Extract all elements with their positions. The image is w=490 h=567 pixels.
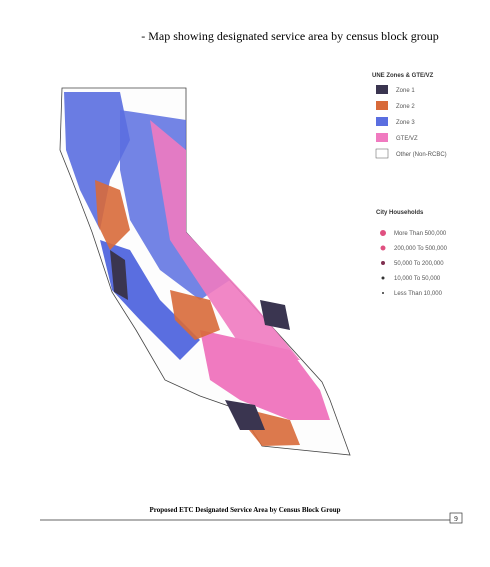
legend-swatch xyxy=(375,148,389,159)
zone1-area xyxy=(260,300,290,330)
legend-item: Other (Non-RCBC) xyxy=(396,152,447,158)
legend-item: 10,000 To 50,000 xyxy=(394,276,441,282)
zone3-area xyxy=(64,92,130,230)
gte-area xyxy=(150,120,300,360)
zone-legend: UNE Zones & GTE/VZ Zone 1 Zone 2 Zone 3 … xyxy=(372,73,447,159)
zone2-area xyxy=(95,180,130,250)
legend-item: GTE/VZ xyxy=(396,136,418,142)
zone2-area xyxy=(170,290,220,340)
gte-area xyxy=(200,330,330,420)
legend-item: Zone 1 xyxy=(396,88,415,94)
legend-item: Less Than 10,000 xyxy=(394,291,443,297)
legend-title: City Households xyxy=(376,210,424,216)
legend-symbol xyxy=(381,261,385,265)
legend-swatch xyxy=(376,133,388,142)
legend-symbol xyxy=(381,276,385,280)
legend-item: More Than 500,000 xyxy=(394,231,447,237)
legend-swatch xyxy=(376,101,388,110)
page-number: 9 xyxy=(454,515,458,523)
legend-symbol xyxy=(380,245,386,251)
page-box xyxy=(449,512,463,524)
legend-swatch xyxy=(376,117,388,126)
legend-item: 200,000 To 500,000 xyxy=(394,246,448,252)
legend-swatch xyxy=(376,85,388,94)
city-legend: City Households More Than 500,000 200,00… xyxy=(376,210,448,297)
legend-item: Zone 3 xyxy=(396,120,415,126)
title: - Map showing designated service area by… xyxy=(141,29,439,43)
legend-symbol xyxy=(382,292,384,294)
legend-item: 50,000 To 200,000 xyxy=(394,261,444,267)
map-caption: Proposed ETC Designated Service Area by … xyxy=(150,506,341,514)
california-map xyxy=(59,87,351,456)
legend-symbol xyxy=(380,230,386,236)
zone1-area xyxy=(225,400,265,430)
legend-title: UNE Zones & GTE/VZ xyxy=(372,73,434,79)
legend-item: Zone 2 xyxy=(396,104,415,110)
zone1-area xyxy=(110,250,128,300)
